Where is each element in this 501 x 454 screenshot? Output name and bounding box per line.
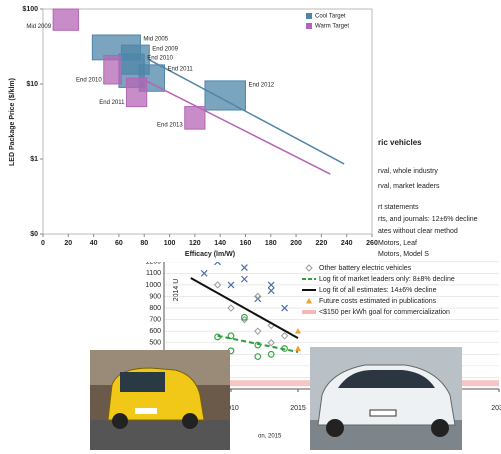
photos [90, 347, 462, 450]
trend-line [140, 77, 331, 175]
point [281, 304, 289, 312]
legend-label: Log fit of all estimates: 14±6% decline [319, 287, 437, 294]
legend-fragment: rval, whole industry [378, 168, 438, 175]
box-label: End 2010 [147, 56, 173, 62]
range-box [52, 8, 79, 31]
point [240, 275, 248, 283]
x-tick-label: 0 [41, 240, 45, 247]
source: on, 2015 [258, 434, 282, 440]
point [280, 332, 289, 340]
point [254, 353, 262, 361]
led-chart: LED Package Price ($/klm) Efficacy (lm/W… [0, 0, 378, 262]
legend-fragment: Motors, Model S [378, 251, 429, 258]
x-tick-label: 40 [90, 240, 98, 247]
point [240, 313, 248, 321]
y-tick-label: 1100 [146, 270, 161, 277]
y-tick-label: 500 [149, 340, 161, 347]
legend-label: Warm Target [315, 24, 349, 30]
y-axis-label: LED Package Price ($/klm) [9, 78, 16, 166]
legend-swatch [302, 310, 316, 314]
y-tick-label: $0 [30, 231, 38, 238]
point [267, 339, 275, 347]
y-tick-label: 600 [149, 328, 161, 335]
x-tick-label: 200 [290, 240, 302, 247]
point [295, 328, 301, 334]
box-label: End 2009 [152, 47, 178, 53]
legend-fragment: rt statements [378, 204, 419, 211]
fit-line [217, 334, 299, 353]
y-tick-label: 800 [149, 305, 161, 312]
legend-fragment: rts, and journals: 12±6% decline [378, 216, 478, 223]
y-axis-label: 2014 U [173, 279, 180, 302]
point [267, 281, 275, 289]
y-tick-label: 1200 [145, 259, 161, 266]
x-tick-label: 80 [140, 240, 148, 247]
range-box [126, 77, 148, 108]
plot-frame [42, 8, 373, 235]
y-tick-label: 1000 [145, 282, 161, 289]
legend-swatch [306, 23, 312, 29]
x-tick-label: 60 [115, 240, 123, 247]
y-tick-label: $1 [30, 156, 38, 163]
legend-fragment: rval, market leaders [378, 183, 440, 190]
legend-label: Other battery electric vehicles [319, 265, 412, 272]
x-axis-label: Efficacy (lm/W) [185, 251, 235, 258]
y-tick-label: $10 [26, 81, 38, 88]
chart-title: ric vehicles [378, 138, 422, 147]
range-box [184, 106, 206, 130]
x-tick-label: 2030 [491, 405, 501, 412]
legend-swatch [306, 13, 312, 19]
x-tick-label: 180 [265, 240, 277, 247]
x-tick-label: 2010 [223, 405, 239, 412]
box-label: Mid 2009 [26, 24, 51, 30]
point [240, 264, 248, 271]
box-label: End 2011 [167, 66, 193, 72]
photo-yellow-car [90, 350, 230, 450]
legend-swatch [306, 298, 312, 304]
point [267, 350, 275, 358]
point [227, 332, 235, 340]
legend-swatch [305, 264, 313, 272]
range-box [204, 80, 246, 111]
x-tick-label: 240 [341, 240, 353, 247]
x-tick-label: 100 [164, 240, 176, 247]
point [295, 345, 301, 352]
chart-background [0, 0, 378, 262]
point [254, 292, 262, 301]
fit-line [190, 277, 299, 339]
x-tick-label: 220 [316, 240, 328, 247]
y-tick-label: $100 [22, 6, 38, 13]
x-tick-label: 260 [366, 240, 378, 247]
y-tick-label: 700 [149, 316, 161, 323]
x-tick-label: 2015 [290, 405, 306, 412]
legend-fragment: ates without clear method [378, 228, 458, 235]
x-tick-label: 120 [189, 240, 201, 247]
point [267, 287, 275, 295]
x-tick-label: 140 [214, 240, 226, 247]
legend-label: Future costs estimated in publications [319, 298, 437, 305]
legend-label: Cool Target [315, 14, 346, 20]
point [227, 281, 235, 289]
legend-fragment: Motors, Leaf [378, 240, 417, 247]
legend-label: Log fit of market leaders only: 8±8% dec… [319, 276, 455, 283]
y-tick-label: 900 [149, 293, 161, 300]
x-tick-label: 160 [240, 240, 252, 247]
point [254, 327, 262, 335]
trend-line [148, 59, 345, 165]
box-label: End 2013 [157, 123, 183, 129]
point [200, 269, 208, 277]
box-label: End 2011 [99, 100, 125, 106]
legend-label: <$150 per kWh goal for commercialization [319, 309, 450, 316]
box-label: Mid 2005 [143, 37, 168, 43]
range-box [103, 54, 122, 85]
point [227, 304, 235, 312]
photo-white-car [310, 347, 462, 450]
point [213, 281, 222, 289]
box-label: End 2012 [248, 82, 274, 88]
box-label: End 2010 [76, 78, 102, 84]
x-tick-label: 20 [64, 240, 72, 247]
